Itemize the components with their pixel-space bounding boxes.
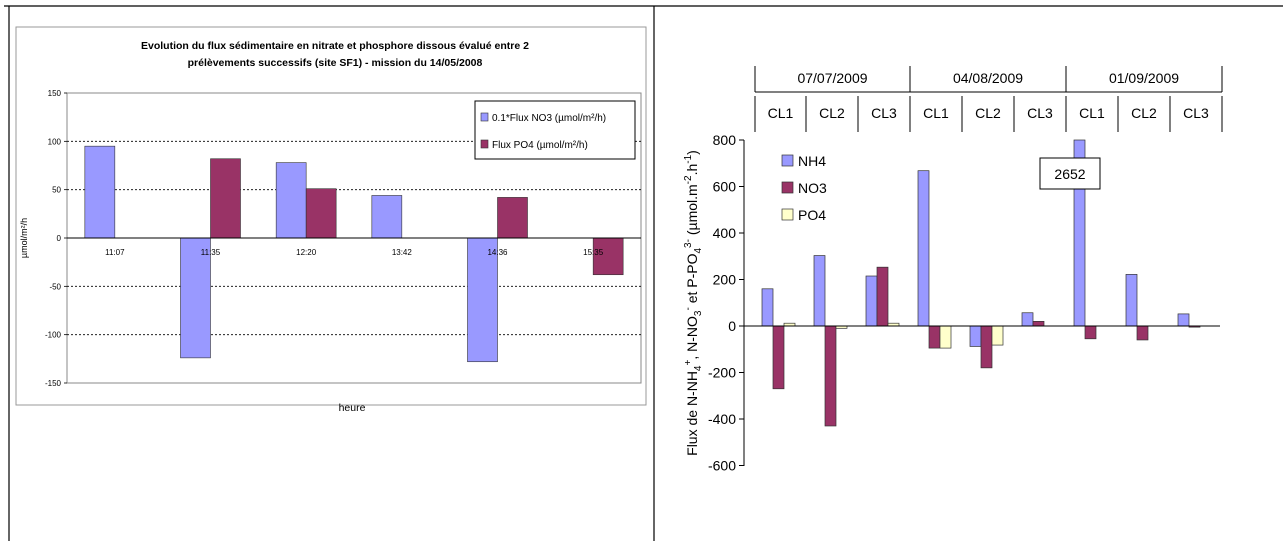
bar-nh4 (1125, 274, 1138, 327)
y-tick-label: -100 (45, 331, 62, 340)
chart-left-bars (84, 145, 624, 363)
legend-label-no3: 0.1*Flux NO3 (µmol/m²/h) (492, 113, 606, 124)
chart-left-legend-box (474, 100, 636, 160)
y-tick-label: -200 (708, 365, 736, 381)
bar-po4 (592, 237, 624, 276)
bar-nh4 (865, 275, 878, 327)
chart-right-y-tick-labels: 800 600 400 200 0 -200 -400 -600 (708, 132, 736, 474)
bar-no3 (1136, 325, 1149, 341)
chart-left-y-tick-labels: 150 100 50 0 -50 -100 -150 (45, 89, 62, 388)
y-tick-label: -150 (45, 379, 62, 388)
bar-no3 (876, 266, 889, 327)
chart-right-annotation-box (1039, 157, 1101, 190)
chart-left-legend: 0.1*Flux NO3 (µmol/m²/h) Flux PO4 (µmol/… (474, 100, 636, 160)
core-label: CL1 (768, 105, 794, 121)
legend-swatch-po4-right (781, 208, 794, 221)
chart-left-y-axis-label: µmol/m²/h (19, 218, 29, 258)
bar-no3 (84, 145, 116, 239)
legend-label-nh4: NH4 (798, 153, 826, 169)
y-tick-label: 400 (713, 225, 737, 241)
date-label: 04/08/2009 (953, 70, 1023, 86)
legend-swatch-nh4 (781, 154, 794, 167)
x-tick-label: 11:35 (201, 248, 221, 257)
y-tick-label: 100 (48, 137, 62, 146)
chart-right-header-table: 07/07/2009 04/08/2009 01/09/2009 CL1 CL2 CL3 C… (754, 66, 1223, 132)
y-tick-label: -400 (708, 411, 736, 427)
core-label: CL1 (923, 105, 949, 121)
legend-swatch-po4 (480, 139, 489, 149)
chart-right-legend: NH4 NO3 PO4 (781, 153, 827, 223)
bar-no3 (275, 162, 307, 239)
core-label: CL2 (819, 105, 845, 121)
y-tick-label: 0 (728, 318, 736, 334)
date-label: 07/07/2009 (797, 70, 867, 86)
bar-no3 (467, 237, 498, 363)
bar-no3 (1032, 321, 1045, 327)
bar-po4 (305, 188, 337, 239)
x-tick-label: 11:07 (105, 248, 125, 257)
bar-no3 (180, 237, 211, 359)
chart-left-title-line-2: prélèvements successifs (site SF1) - mis… (188, 57, 483, 69)
x-tick-label: 14:36 (487, 248, 508, 257)
date-label: 01/09/2009 (1109, 70, 1179, 86)
core-label: CL3 (1183, 105, 1209, 121)
bar-no3 (1084, 325, 1097, 340)
x-tick-label: 12:20 (296, 248, 317, 257)
core-label: CL2 (975, 105, 1001, 121)
y-tick-label: -50 (49, 282, 61, 291)
bar-po4 (939, 325, 952, 349)
bar-po4 (497, 197, 528, 239)
y-tick-label: 600 (713, 179, 737, 195)
y-tick-label: 200 (713, 272, 737, 288)
bar-no3 (772, 325, 785, 390)
legend-label-no3-right: NO3 (798, 180, 827, 196)
y-tick-label: 800 (713, 132, 737, 148)
legend-swatch-no3 (480, 112, 489, 122)
bar-nh4 (813, 255, 826, 327)
bar-nh4 (761, 288, 774, 327)
y-tick-label: 150 (48, 89, 62, 98)
x-tick-label: 15:35 (583, 248, 604, 257)
bar-nh4 (1177, 313, 1190, 327)
core-label: CL3 (871, 105, 897, 121)
chart-right-bars (761, 139, 1201, 427)
bar-no3 (371, 195, 403, 239)
core-label: CL1 (1079, 105, 1105, 121)
legend-label-po4-right: PO4 (798, 207, 826, 223)
y-tick-label: 0 (57, 234, 62, 243)
bar-no3 (928, 325, 941, 349)
chart-right-y-tick-marks (739, 139, 744, 466)
bar-nh4 (1021, 312, 1034, 327)
y-tick-label: -600 (708, 458, 736, 474)
core-label: CL2 (1131, 105, 1157, 121)
chart-right-y-axis-label: Flux de N-NH4+, N-NO3- et P-PO43- (µmol.… (683, 150, 704, 456)
legend-swatch-no3-right (781, 181, 794, 194)
core-label: CL3 (1027, 105, 1053, 121)
chart-right: 07/07/2009 04/08/2009 01/09/2009 CL1 CL2 CL3 C… (683, 66, 1223, 474)
chart-left-x-tick-labels: 11:07 11:35 12:20 13:42 14:36 15:35 (105, 248, 604, 257)
chart-left-gridlines (64, 92, 641, 384)
chart-left-border (15, 26, 647, 406)
bar-no3 (980, 325, 993, 369)
chart-left-title-line-1: Evolution du flux sédimentaire en nitrat… (141, 40, 529, 52)
bar-nh4 (969, 325, 982, 347)
chart-left: Evolution du flux sédimentaire en nitrat… (15, 26, 647, 414)
legend-label-po4: Flux PO4 (µmol/m²/h) (492, 140, 588, 151)
bar-nh4 (917, 170, 930, 327)
chart-left-x-axis-label: heure (339, 402, 366, 414)
x-tick-label: 13:42 (392, 248, 413, 257)
chart-right-annotation: 2652 (1054, 166, 1085, 182)
bar-po4 (210, 158, 241, 239)
y-tick-label: 50 (52, 186, 61, 195)
bar-po4 (991, 325, 1004, 346)
bar-no3 (824, 325, 837, 427)
